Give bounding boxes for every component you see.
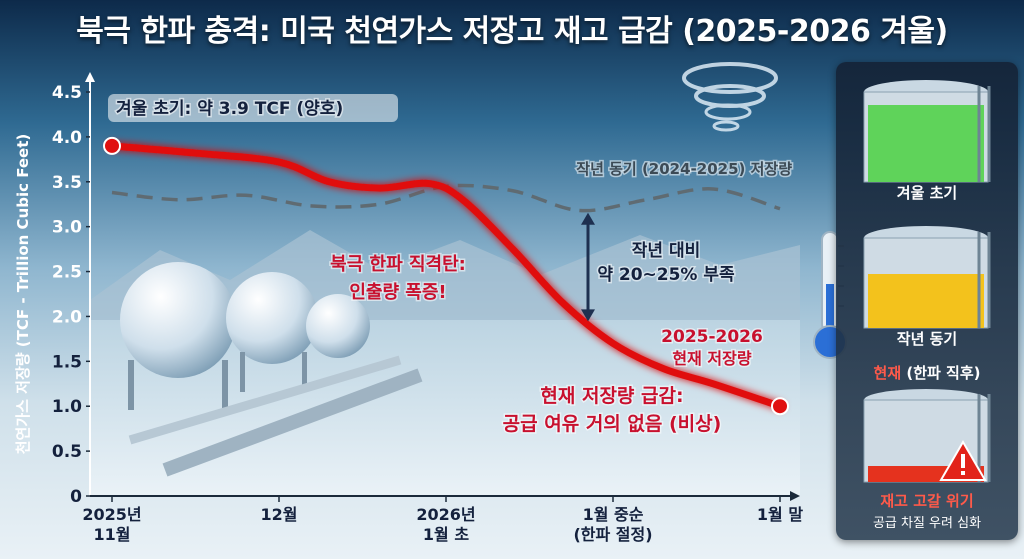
warning-subtitle: 공급 차질 우려 심화 xyxy=(872,516,982,531)
y-tick-label: 3.5 xyxy=(52,173,82,193)
tank-label-winter-start: 겨울 초기 xyxy=(896,184,958,202)
tank-label-current: 현재 (한파 직후) xyxy=(836,362,1018,383)
annotation-winter-start: 겨울 초기: 약 3.9 TCF (양호) xyxy=(116,98,343,119)
series-current-end-point xyxy=(771,397,789,416)
series-layer xyxy=(103,136,789,416)
x-tick-label: 11월 xyxy=(94,525,131,544)
y-tick-label: 3.0 xyxy=(52,218,82,238)
annotation-current-2: 현재 저장량 xyxy=(672,349,751,368)
gap-arrow-head-bottom xyxy=(581,309,595,322)
warning-icon xyxy=(939,440,987,481)
gap-arrow-head-top xyxy=(581,212,595,225)
tank-label-current-red: 현재 xyxy=(873,364,902,382)
x-tick-label: 1월 말 xyxy=(757,505,803,524)
tank-current xyxy=(863,389,991,483)
tank-winter-start xyxy=(863,80,991,183)
tank-fill xyxy=(868,105,984,182)
pipeline-icon xyxy=(128,355,423,477)
y-tick-label: 2.5 xyxy=(52,263,82,283)
tank-last-year xyxy=(863,226,991,329)
annotations: 겨울 초기: 약 3.9 TCF (양호) 작년 동기 (2024-2025) 저… xyxy=(108,94,794,437)
annotation-last-year: 작년 동기 (2024-2025) 저장량 xyxy=(576,160,792,178)
x-axis-arrow xyxy=(790,491,800,501)
annotation-drop-2: 공급 여유 거의 없음 (비상) xyxy=(503,413,722,435)
tank-label-last-year: 작년 동기 xyxy=(896,330,958,348)
page-title: 북극 한파 충격: 미국 천연가스 저장고 재고 급감 (2025-2026 겨… xyxy=(76,14,948,49)
x-tick-label: 1월 중순 xyxy=(583,505,644,524)
warning-title: 재고 고갈 위기 xyxy=(880,492,974,510)
tornado-icon xyxy=(682,62,778,132)
annotation-drop-1: 현재 저장량 급감: xyxy=(540,385,683,407)
axes: 0 0.5 1.0 1.5 2.0 2.5 3.0 3.5 4.0 4.5 천연가스 저장량 (TC… xyxy=(14,72,803,544)
series-current-start-point xyxy=(103,136,121,155)
y-tick-label: 4.5 xyxy=(52,83,82,103)
annotation-gap-2: 약 20~25% 부족 xyxy=(597,264,735,285)
scene-background xyxy=(90,62,800,496)
tank-fill xyxy=(868,274,984,328)
x-tick-label: 2025년 xyxy=(82,505,141,524)
tank-label-current-rest: (한파 직후) xyxy=(901,364,981,382)
y-tick-label: 1.5 xyxy=(52,352,82,372)
y-tick-label: 0.5 xyxy=(52,442,82,462)
x-tick-label: 12월 xyxy=(261,505,298,524)
y-tick-label: 1.0 xyxy=(52,397,82,417)
y-axis-arrow xyxy=(85,72,95,82)
annotation-arctic-hit-2: 인출량 폭증! xyxy=(349,282,446,303)
tank-panel: 겨울 초기 작년 동기 현재 (한파 직후) 재고 고갈 위기 공급 차질 우려… xyxy=(836,62,1018,540)
x-tick-label: 1월 초 xyxy=(423,525,469,544)
storage-sphere-icon xyxy=(120,262,370,410)
y-tick-label: 4.0 xyxy=(52,128,82,148)
y-axis-title: 천연가스 저장량 (TCF - Trillion Cubic Feet) xyxy=(14,134,32,455)
series-current-line xyxy=(108,142,784,410)
annotation-arctic-hit-1: 북극 한파 직격탄: xyxy=(330,254,466,275)
y-tick-label: 2.0 xyxy=(52,307,82,327)
annotation-gap-1: 작년 대비 xyxy=(632,241,700,261)
x-tick-label: (한파 절정) xyxy=(573,525,652,544)
annotation-backdrop xyxy=(108,94,398,122)
annotation-current-1: 2025-2026 xyxy=(661,327,763,347)
y-tick-label: 0 xyxy=(70,487,82,507)
x-tick-label: 2026년 xyxy=(416,505,475,524)
